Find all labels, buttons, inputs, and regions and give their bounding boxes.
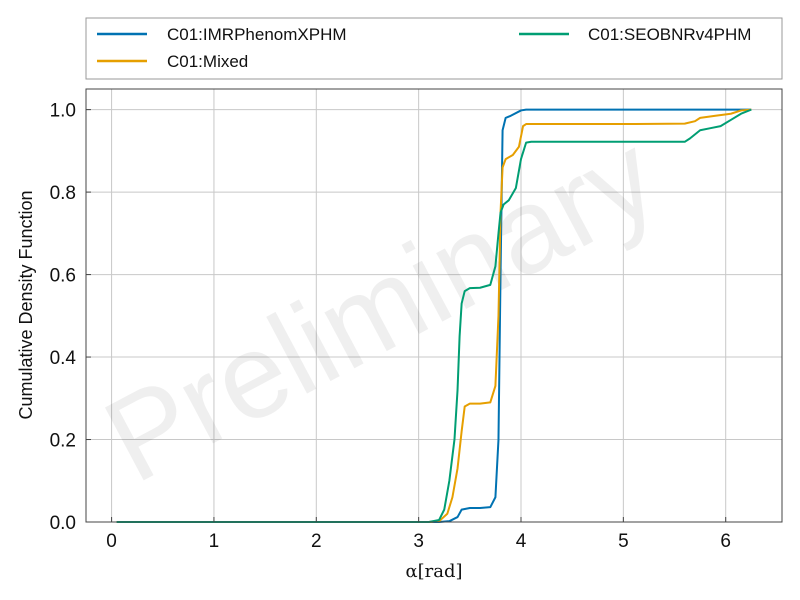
y-tick-label: 0.2 (50, 431, 76, 452)
x-tick-label: 5 (618, 531, 629, 552)
y-tick-label: 1.0 (50, 101, 76, 122)
y-axis-label: Cumulative Density Function (16, 190, 36, 419)
x-tick-label: 1 (209, 531, 220, 552)
y-tick-label: 0.8 (50, 183, 76, 204)
plot-frame (85, 88, 783, 523)
series-layer (116, 108, 752, 523)
legend-entry-seobnrv4phm: C01:SEOBNRv4PHM (588, 25, 751, 44)
legend-entry-imrphenomxphm: C01:IMRPhenomXPHM (167, 25, 347, 44)
y-tick-label: 0.0 (50, 513, 76, 534)
x-tick-label: 2 (311, 531, 322, 552)
x-tick-label: 6 (720, 531, 731, 552)
legend: C01:IMRPhenomXPHM C01:Mixed C01:SEOBNRv4… (85, 17, 783, 80)
x-tick-label: 0 (106, 531, 117, 552)
series-line-mixed (116, 108, 752, 523)
legend-box (85, 17, 783, 80)
x-axis-label: α[rad] (405, 561, 462, 582)
x-tick-label: 3 (413, 531, 424, 552)
series-line-imrphenomxphm (116, 108, 752, 523)
axis-ticks: 0 1 2 3 4 5 6 0.0 0.2 0.4 0.6 0.8 1.0 (50, 101, 731, 552)
series-line-seobnrv4phm (116, 108, 752, 523)
y-tick-label: 0.4 (50, 348, 77, 369)
y-tick-label: 0.6 (50, 266, 76, 287)
legend-entry-mixed: C01:Mixed (167, 52, 248, 71)
x-tick-label: 4 (516, 531, 527, 552)
